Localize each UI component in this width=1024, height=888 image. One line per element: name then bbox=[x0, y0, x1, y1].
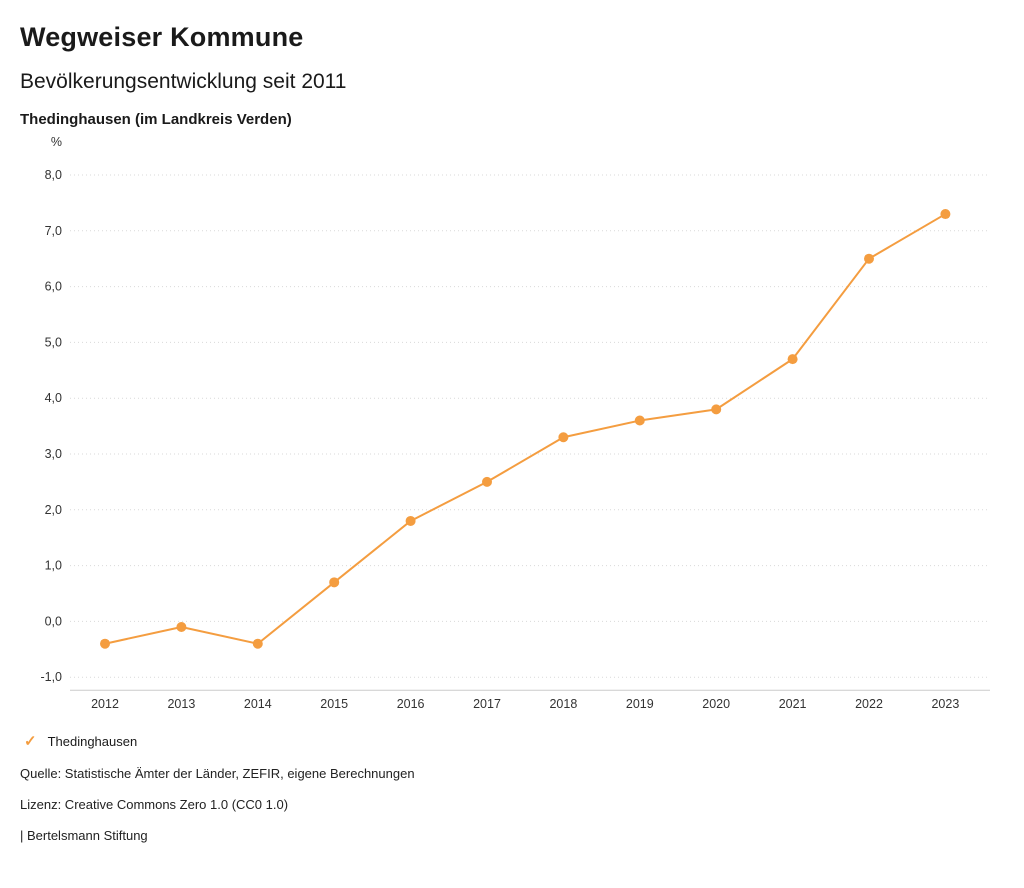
x-tick-label: 2013 bbox=[167, 697, 195, 708]
data-point[interactable] bbox=[252, 638, 263, 649]
data-point[interactable] bbox=[787, 354, 798, 365]
chart-title: Bevölkerungsentwicklung seit 2011 bbox=[20, 70, 347, 93]
y-tick-label: -1,0 bbox=[40, 670, 62, 684]
y-tick-label: 2,0 bbox=[45, 503, 62, 517]
data-point[interactable] bbox=[558, 432, 569, 443]
y-tick-label: 5,0 bbox=[45, 335, 62, 349]
x-tick-label: 2018 bbox=[549, 697, 577, 708]
y-tick-label: 3,0 bbox=[45, 447, 62, 461]
y-tick-label: 1,0 bbox=[45, 559, 62, 573]
data-point[interactable] bbox=[176, 621, 187, 632]
y-axis-unit-label: % bbox=[51, 135, 62, 149]
check-icon: ✓ bbox=[24, 733, 37, 750]
data-point[interactable] bbox=[482, 476, 492, 487]
x-tick-label: 2017 bbox=[473, 697, 501, 708]
x-tick-label: 2023 bbox=[931, 697, 959, 708]
x-tick-label: 2015 bbox=[320, 697, 348, 708]
data-point[interactable] bbox=[940, 209, 951, 220]
chart-legend: ✓ Thedinghausen bbox=[0, 734, 1024, 749]
license-text: Lizenz: Creative Commons Zero 1.0 (CC0 1… bbox=[20, 797, 289, 812]
x-tick-label: 2020 bbox=[702, 697, 730, 708]
data-point[interactable] bbox=[711, 404, 722, 415]
source-text: Quelle: Statistische Ämter der Länder, Z… bbox=[20, 766, 415, 781]
data-point[interactable] bbox=[405, 515, 416, 526]
data-point[interactable] bbox=[864, 253, 874, 264]
x-tick-label: 2021 bbox=[779, 697, 807, 708]
data-point[interactable] bbox=[100, 638, 110, 649]
page-footer: Quelle: Statistische Ämter der Länder, Z… bbox=[0, 767, 1024, 842]
data-point[interactable] bbox=[634, 415, 645, 426]
legend-item-thedinghausen[interactable]: ✓ Thedinghausen bbox=[24, 734, 137, 749]
x-tick-label: 2022 bbox=[855, 697, 883, 708]
x-tick-label: 2016 bbox=[397, 697, 425, 708]
x-tick-label: 2019 bbox=[626, 697, 654, 708]
data-point[interactable] bbox=[329, 577, 340, 588]
y-tick-label: 0,0 bbox=[45, 614, 62, 628]
x-tick-label: 2012 bbox=[91, 697, 119, 708]
line-chart: % 8,0 7,0 6,0 5,0 4,0 3,0 2,0 1,0 0,0 -1,0 2012 2013… bbox=[40, 135, 990, 708]
page-header: Wegweiser Kommune Bevölkerungsentwicklun… bbox=[0, 0, 1024, 128]
chart-subtitle: Thedinghausen (im Landkreis Verden) bbox=[20, 111, 292, 128]
y-tick-label: 4,0 bbox=[45, 391, 62, 405]
brand-title: Wegweiser Kommune bbox=[20, 22, 304, 52]
series-line bbox=[104, 213, 947, 645]
attribution-text: | Bertelsmann Stiftung bbox=[20, 828, 148, 843]
legend-item-label: Thedinghausen bbox=[47, 734, 138, 749]
y-tick-label: 6,0 bbox=[45, 280, 62, 294]
y-tick-label: 7,0 bbox=[45, 224, 62, 238]
y-tick-label: 8,0 bbox=[45, 168, 62, 182]
x-tick-label: 2014 bbox=[244, 697, 272, 708]
